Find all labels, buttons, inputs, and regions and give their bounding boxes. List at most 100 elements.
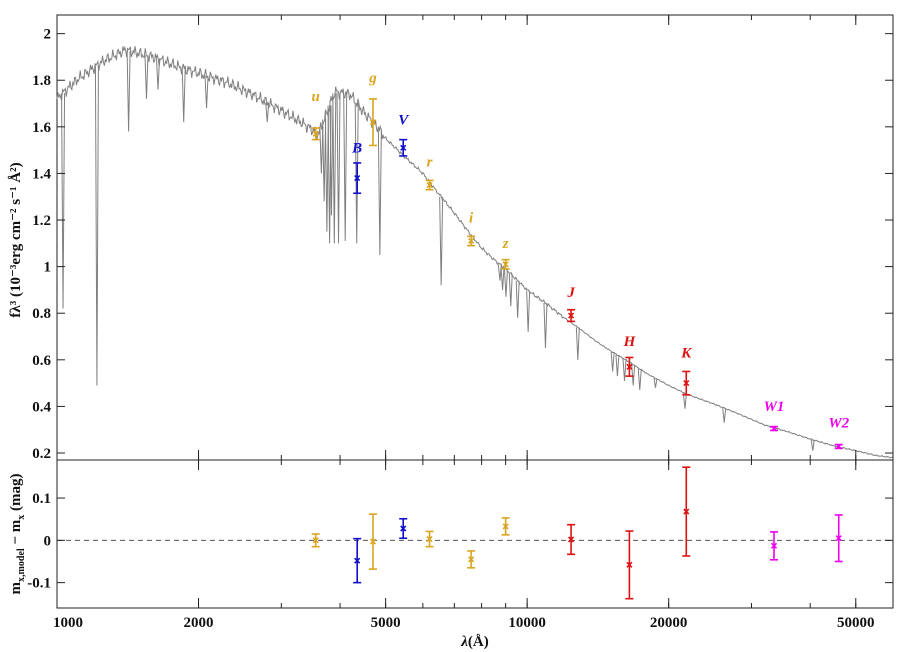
- data-marker: [502, 261, 509, 268]
- absorption-line: [515, 280, 520, 318]
- data-marker: [426, 536, 433, 543]
- absorption-line: [631, 364, 636, 386]
- photometry-point-g: g: [368, 71, 377, 147]
- y-tick-label: 0.6: [32, 353, 51, 369]
- y-tick-label: 1.6: [32, 120, 51, 136]
- residual-point-g: [368, 513, 377, 570]
- x-ticks: 1000 2000 5000 10000 20000 50000: [53, 15, 894, 631]
- bottom-y-ticks: -0.1 0 0.1: [27, 491, 893, 592]
- absorption-line: [324, 112, 329, 232]
- absorption-line: [332, 93, 337, 244]
- y-tick-label: 0.8: [32, 306, 51, 322]
- band-label: r: [427, 154, 433, 170]
- absorption-line: [61, 93, 66, 309]
- photometry-point-u: u: [312, 89, 320, 141]
- residual-points: [311, 466, 843, 600]
- photometry-point-r: r: [425, 154, 434, 191]
- photometry-point-z: z: [501, 236, 510, 270]
- photometry-point-V: V: [398, 113, 410, 157]
- data-marker: [835, 535, 842, 542]
- absorption-line: [610, 352, 615, 372]
- absorption-line: [343, 93, 348, 241]
- band-label: K: [680, 345, 692, 361]
- residual-point-W2: [834, 514, 843, 563]
- data-marker: [568, 536, 575, 543]
- y-tick-label: 0.4: [32, 399, 51, 415]
- band-label: H: [623, 334, 637, 350]
- absorption-line: [500, 266, 505, 290]
- absorption-line: [156, 58, 161, 90]
- model-spectrum: [56, 45, 894, 459]
- data-marker: [426, 182, 433, 189]
- y-tick-label: -0.1: [27, 576, 51, 592]
- data-marker: [683, 508, 690, 515]
- data-marker: [369, 119, 377, 126]
- data-marker: [369, 538, 377, 545]
- band-label: i: [469, 210, 474, 226]
- absorption-line: [526, 290, 531, 332]
- data-marker: [835, 443, 842, 450]
- absorption-line: [439, 196, 444, 286]
- absorption-line: [543, 303, 548, 349]
- top-panel: 0.2 0.4 0.6 0.8 1 1.2 1.4 1.6 1.8 2 u Bg Vr i z J H K W1 W…: [8, 14, 894, 462]
- residual-point-B: [353, 537, 362, 584]
- data-marker: [770, 542, 778, 549]
- data-marker: [312, 130, 319, 137]
- absorption-line: [322, 119, 327, 202]
- data-marker: [626, 561, 633, 568]
- absorption-line: [653, 378, 658, 388]
- absorption-line: [336, 92, 341, 244]
- band-label: u: [312, 89, 320, 105]
- absorption-line: [615, 354, 620, 377]
- absorption-line: [204, 75, 209, 109]
- photometry-point-J: J: [566, 285, 575, 323]
- y-tick-label: 1: [44, 260, 52, 276]
- absorption-line: [94, 65, 99, 386]
- data-marker: [568, 312, 575, 319]
- residual-point-i: [467, 550, 476, 569]
- y-tick-label: 1.2: [32, 213, 51, 229]
- data-marker: [468, 556, 475, 563]
- data-marker: [354, 557, 361, 564]
- x-axis-title: λ(Å): [460, 634, 489, 650]
- residual-point-r: [425, 530, 434, 548]
- y-tick-label: 0.1: [32, 491, 51, 507]
- data-marker: [770, 425, 778, 432]
- band-label: W1: [764, 399, 785, 415]
- residual-point-u: [311, 533, 320, 548]
- absorption-line: [181, 68, 186, 123]
- bottom-panel: -0.1 0 0.1 1000 2000 5000 10000 20000 50000 mx,…: [8, 15, 894, 650]
- residual-point-W1: [770, 531, 779, 561]
- residual-point-K: [682, 466, 691, 557]
- y-tick-label: 0: [44, 533, 52, 549]
- absorption-line: [682, 393, 687, 409]
- photometry-point-W2: W2: [828, 415, 850, 450]
- residual-point-H: [625, 530, 634, 600]
- band-label: z: [502, 236, 509, 252]
- photometry-point-K: K: [680, 345, 692, 396]
- bottom-y-axis-title: mx,model − mx (mag): [8, 474, 27, 595]
- data-marker: [354, 175, 361, 182]
- absorption-line: [377, 130, 382, 255]
- data-marker: [468, 237, 475, 245]
- x-tick-label: 2000: [184, 615, 214, 631]
- absorption-line: [575, 327, 580, 360]
- residual-point-V: [399, 517, 408, 540]
- bottom-plot-frame: [56, 459, 894, 609]
- photometry-point-i: i: [467, 210, 476, 247]
- band-label: V: [398, 113, 410, 129]
- absorption-line: [354, 103, 359, 244]
- data-marker: [626, 363, 633, 370]
- top-y-ticks: 0.2 0.4 0.6 0.8 1 1.2 1.4 1.6 1.8 2: [32, 27, 893, 462]
- absorption-line: [508, 273, 513, 307]
- absorption-line: [265, 102, 270, 123]
- residual-point-z: [501, 517, 510, 536]
- photometry-points: u Bg Vr i z J H K W1 W2: [312, 71, 850, 450]
- band-label: W2: [828, 415, 849, 431]
- absorption-line: [810, 439, 815, 451]
- absorption-line: [126, 50, 131, 132]
- absorption-line: [722, 408, 727, 423]
- absorption-line: [319, 126, 324, 174]
- photometry-point-W1: W1: [764, 399, 785, 432]
